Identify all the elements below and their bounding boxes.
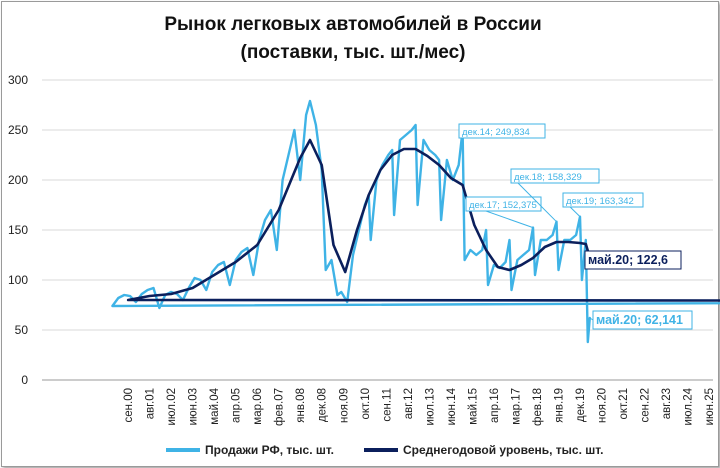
annotation-dec18-label: дек.18; 158,329 — [514, 172, 582, 183]
x-tick-label: фев.07 — [274, 388, 286, 426]
x-tick-label: июн.14 — [446, 387, 458, 425]
x-tick-label: дек.19 — [575, 388, 587, 422]
y-tick-label: 50 — [15, 323, 29, 337]
x-tick-label: июн.25 — [704, 388, 716, 425]
gridlines — [42, 79, 713, 381]
x-tick-label: авг.23 — [661, 388, 673, 419]
x-tick-label: мар.06 — [252, 388, 264, 425]
annotation-dec14-label: дек.14; 249,834 — [462, 127, 530, 138]
x-tick-label: сен.22 — [640, 388, 652, 422]
x-tick-label: сен.11 — [381, 388, 393, 422]
annotation-dec18-box — [510, 168, 600, 184]
annotation-dec17-box — [465, 196, 542, 212]
x-tick-label: ноя.20 — [596, 388, 608, 423]
x-tick-label: апр.05 — [231, 388, 243, 423]
y-tick-label: 150 — [8, 223, 28, 237]
x-tick-label: авг.01 — [145, 388, 157, 419]
x-tick-label: май.15 — [467, 388, 479, 425]
annotation-dec17-label: дек.17; 152,375 — [469, 200, 537, 211]
x-tick-label: окт.21 — [618, 388, 630, 420]
annotation-may20-sales-leader — [589, 317, 594, 321]
x-tick-label: сен.00 — [123, 388, 135, 422]
series-lines — [111, 99, 720, 344]
y-axis-ticks: 0 50 100 150 200 250 300 — [8, 73, 28, 387]
chart-title-line1: Рынок легковых автомобилей в России — [164, 14, 541, 35]
x-tick-label: фев.18 — [532, 388, 544, 426]
x-tick-label: янв.08 — [295, 388, 307, 423]
x-tick-label: май.04 — [209, 387, 221, 424]
x-tick-label: мар.17 — [510, 388, 522, 425]
x-tick-label: ноя.09 — [338, 388, 350, 423]
annotations: дек.14; 249,834 дек.17; 152,375 дек.18; 15… — [458, 123, 693, 330]
annotation-may20-average-label: май.20; 122,6 — [588, 253, 668, 267]
legend-label-sales: Продажи РФ, тыс. шт. — [205, 443, 334, 457]
x-axis-ticks: янв.97дек.97ноя.98окт.99сен.00авг.01июл.… — [123, 387, 716, 426]
x-tick-label: июл.02 — [166, 388, 178, 426]
y-tick-label: 250 — [8, 123, 28, 137]
x-tick-label: янв.19 — [553, 388, 565, 423]
x-tick-label: окт.10 — [360, 388, 372, 420]
y-tick-label: 100 — [8, 273, 28, 287]
legend-label-average: Среднегодовой уровень, тыс. шт. — [403, 443, 603, 457]
x-tick-label: дек.08 — [317, 388, 329, 422]
x-tick-label: апр.16 — [489, 388, 501, 423]
y-tick-label: 200 — [8, 173, 28, 187]
x-tick-label: июн.03 — [188, 388, 200, 425]
x-tick-label: июл.24 — [683, 387, 695, 425]
series-line-average — [126, 138, 720, 302]
x-tick-label: авг.12 — [403, 388, 415, 419]
annotation-may20-average-box — [584, 250, 682, 270]
annotation-may20-sales-label: май.20; 62,141 — [596, 313, 683, 327]
legend: Продажи РФ, тыс. шт. Среднегодовой урове… — [166, 443, 603, 457]
annotation-dec14-box — [458, 123, 546, 139]
chart-title-line2: (поставки, тыс. шт./мес) — [241, 42, 466, 63]
y-tick-label: 0 — [21, 373, 28, 387]
annotation-dec19-label: дек.19; 163,342 — [566, 196, 634, 207]
y-tick-label: 300 — [8, 73, 28, 87]
annotation-dec19-box — [562, 192, 644, 208]
annotation-may20-sales-box — [592, 310, 693, 330]
annotation-dec18-leader — [510, 175, 557, 223]
x-tick-label: июл.13 — [424, 388, 436, 426]
series-line-sales — [111, 99, 720, 344]
